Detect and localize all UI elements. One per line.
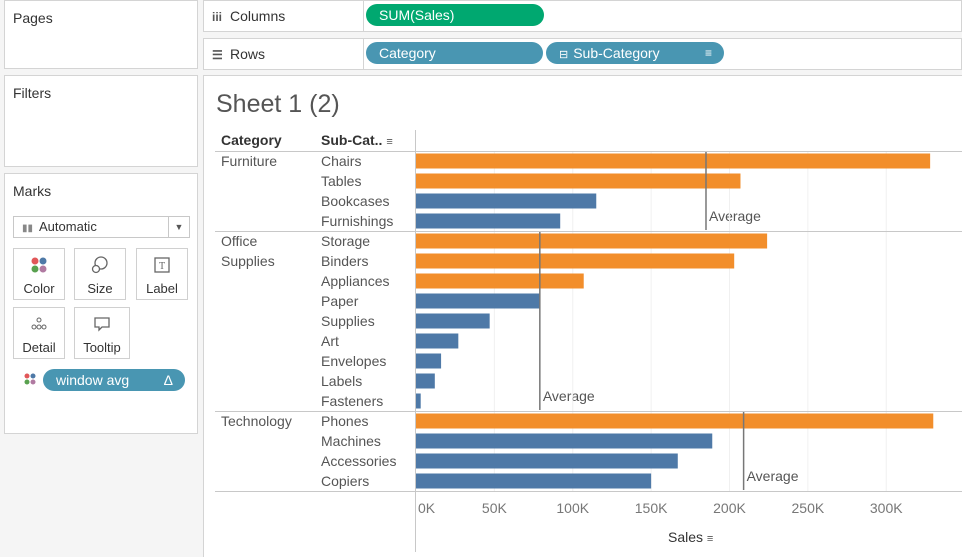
- x-tick-label: 250K: [791, 500, 825, 516]
- rows-icon: ☰: [212, 48, 223, 62]
- subcategory-label[interactable]: Supplies: [321, 313, 375, 329]
- label-button[interactable]: T Label: [136, 248, 188, 300]
- average-label[interactable]: Average: [542, 388, 595, 404]
- marks-title: Marks: [13, 183, 52, 199]
- average-label[interactable]: Average: [708, 208, 761, 224]
- color-encoding-icon: [23, 372, 37, 391]
- subcategory-label[interactable]: Envelopes: [321, 353, 387, 369]
- subcategory-header-label: Sub-Cat..: [321, 132, 383, 148]
- rows-shelf-label: ☰ Rows: [204, 39, 364, 69]
- label-label: Label: [146, 281, 178, 296]
- columns-label: Columns: [230, 8, 286, 24]
- subcategory-label[interactable]: Furnishings: [321, 213, 394, 229]
- category-header[interactable]: Category: [221, 132, 282, 148]
- pages-shelf[interactable]: Pages: [4, 0, 198, 69]
- collapse-icon[interactable]: ⊟: [559, 49, 569, 61]
- sum-sales-pill[interactable]: SUM(Sales): [366, 4, 544, 26]
- detail-button[interactable]: Detail: [13, 307, 65, 359]
- svg-text:T: T: [159, 261, 165, 272]
- category-pill-label: Category: [379, 45, 436, 61]
- subcategory-label[interactable]: Chairs: [321, 153, 362, 169]
- subcategory-label[interactable]: Accessories: [321, 453, 397, 469]
- sort-icon[interactable]: ≡: [706, 533, 714, 545]
- x-tick-label: 100K: [556, 500, 590, 516]
- filters-title: Filters: [13, 85, 52, 101]
- category-label[interactable]: Technology: [221, 413, 292, 429]
- sort-icon[interactable]: ≡: [386, 136, 393, 148]
- detail-icon: [14, 314, 64, 336]
- sum-sales-label: SUM(Sales): [379, 7, 455, 23]
- pages-title: Pages: [13, 10, 53, 26]
- tooltip-label: Tooltip: [83, 340, 121, 355]
- x-tick-label: 0K: [418, 500, 436, 516]
- sort-icon[interactable]: ≡: [704, 46, 712, 60]
- subcategory-label[interactable]: Storage: [321, 233, 371, 249]
- x-axis-title-label: Sales: [668, 529, 704, 545]
- columns-icon: iii: [212, 10, 223, 24]
- delta-icon: Δ: [163, 372, 173, 388]
- category-label[interactable]: Supplies: [221, 253, 275, 269]
- color-button[interactable]: Color: [13, 248, 65, 300]
- x-tick-label: 200K: [713, 500, 746, 516]
- x-tick-label: 150K: [634, 500, 668, 516]
- window-avg-label: window avg: [56, 372, 130, 388]
- size-button[interactable]: Size: [74, 248, 126, 300]
- category-pill[interactable]: Category: [366, 42, 543, 64]
- mark-type-value: Automatic: [39, 219, 97, 234]
- average-label[interactable]: Average: [746, 468, 799, 484]
- size-icon: [75, 255, 125, 277]
- detail-label: Detail: [22, 340, 56, 355]
- chevron-down-icon[interactable]: ▼: [168, 217, 189, 237]
- subcategory-label[interactable]: Bookcases: [321, 193, 390, 209]
- columns-shelf-label: iii Columns: [204, 1, 364, 31]
- marks-card: Marks ▮▮ Automatic ▼ Color Size T Label D…: [4, 173, 198, 434]
- tooltip-icon: [75, 314, 129, 336]
- color-label: Color: [23, 281, 55, 296]
- subcategory-label[interactable]: Copiers: [321, 473, 370, 489]
- mark-type-dropdown[interactable]: ▮▮ Automatic ▼: [13, 216, 190, 238]
- subcategory-label[interactable]: Labels: [321, 373, 363, 389]
- text-label-icon: T: [137, 255, 187, 277]
- subcategory-label[interactable]: Appliances: [321, 273, 390, 289]
- rows-label: Rows: [230, 46, 266, 62]
- subcategory-label[interactable]: Fasteners: [321, 393, 384, 409]
- size-label: Size: [87, 281, 113, 296]
- x-tick-label: 300K: [869, 500, 903, 516]
- sub-category-pill[interactable]: ⊟ Sub-Category ≡: [546, 42, 724, 64]
- x-tick-label: 50K: [481, 500, 507, 516]
- view-area: [203, 75, 962, 557]
- category-label[interactable]: Furniture: [221, 153, 278, 169]
- rows-shelf[interactable]: ☰ Rows Category ⊟ Sub-Category ≡: [203, 38, 962, 70]
- columns-shelf[interactable]: iii Columns SUM(Sales): [203, 0, 962, 32]
- category-label[interactable]: Office: [221, 233, 258, 249]
- bar-chart-icon: ▮▮: [22, 223, 34, 234]
- window-avg-pill[interactable]: window avg Δ: [43, 369, 185, 391]
- x-axis-title[interactable]: Sales ≡: [668, 529, 713, 545]
- sub-category-pill-label: Sub-Category: [573, 45, 660, 61]
- subcategory-label[interactable]: Paper: [321, 293, 359, 309]
- tooltip-button[interactable]: Tooltip: [74, 307, 130, 359]
- subcategory-label[interactable]: Art: [321, 333, 339, 349]
- filters-shelf[interactable]: Filters: [4, 75, 198, 167]
- sheet-title: Sheet 1 (2): [216, 90, 340, 118]
- color-icon: [14, 255, 64, 277]
- subcategory-label[interactable]: Phones: [321, 413, 369, 429]
- subcategory-label[interactable]: Binders: [321, 253, 369, 269]
- subcategory-label[interactable]: Tables: [321, 173, 362, 189]
- subcategory-label[interactable]: Machines: [321, 433, 381, 449]
- subcategory-header[interactable]: Sub-Cat.. ≡: [321, 132, 393, 148]
